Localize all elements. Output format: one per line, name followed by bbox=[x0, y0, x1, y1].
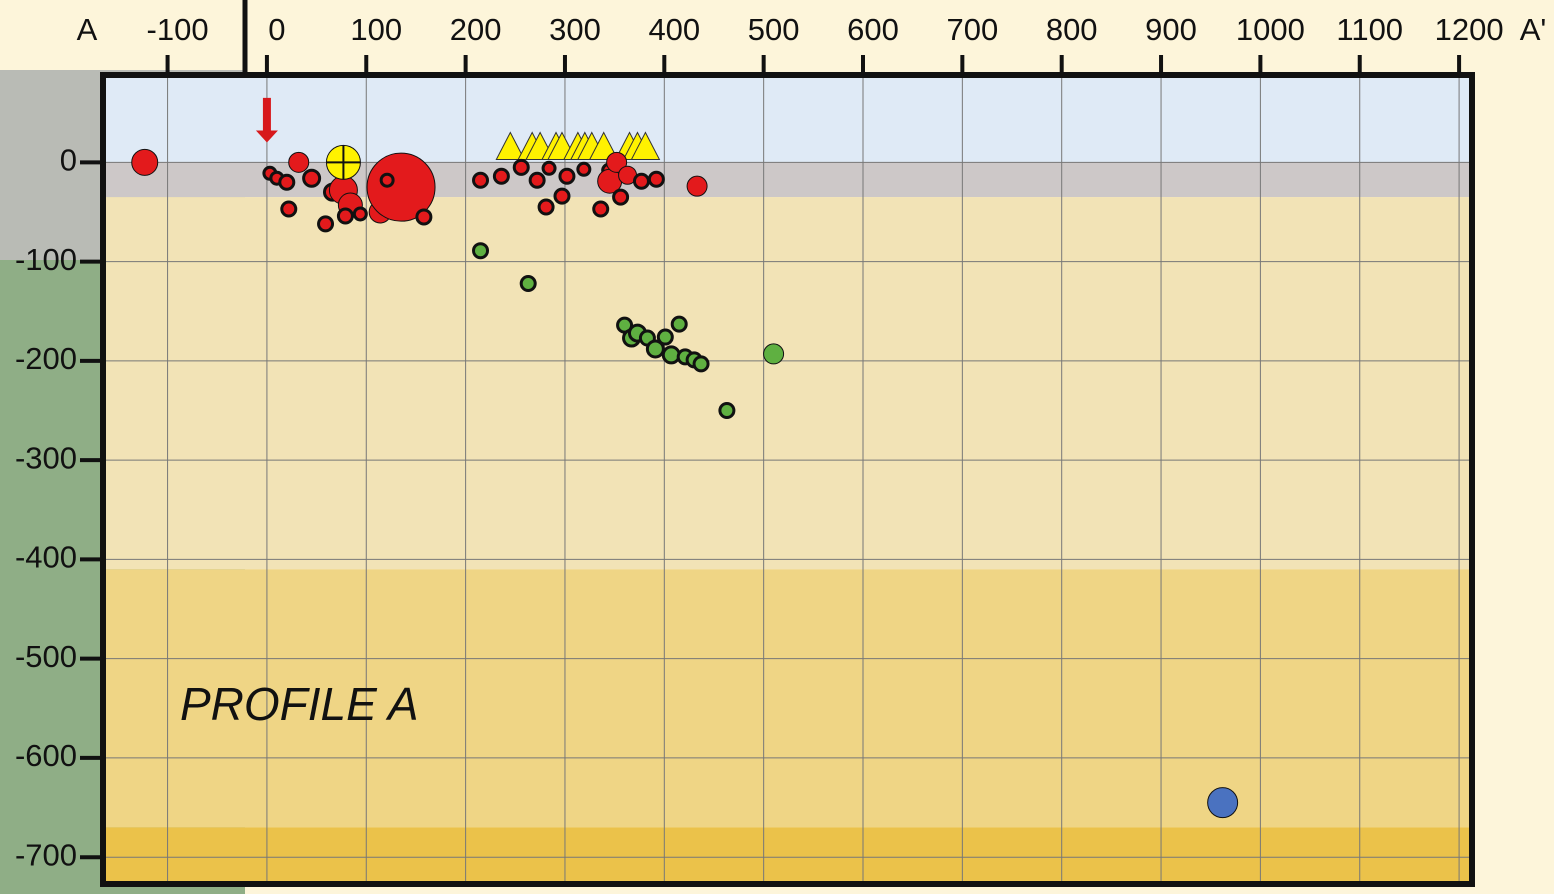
event bbox=[288, 151, 310, 173]
y-tick-label: -400 bbox=[15, 540, 77, 575]
event bbox=[519, 274, 537, 292]
event bbox=[645, 339, 665, 359]
event bbox=[632, 172, 650, 190]
event bbox=[492, 167, 510, 185]
event bbox=[379, 172, 395, 188]
end-label: A' bbox=[1520, 12, 1547, 47]
station bbox=[588, 131, 619, 160]
event bbox=[670, 315, 688, 333]
event bbox=[686, 175, 708, 197]
y-tick-label: -500 bbox=[15, 639, 77, 674]
event bbox=[302, 168, 322, 188]
event bbox=[612, 188, 630, 206]
event bbox=[541, 160, 557, 176]
event bbox=[280, 200, 298, 218]
x-tick-label: 1000 bbox=[1236, 12, 1305, 47]
event bbox=[528, 171, 546, 189]
event bbox=[131, 148, 159, 176]
x-tick-label: 800 bbox=[1046, 12, 1098, 47]
profile-title: PROFILE A bbox=[180, 678, 419, 730]
y-tick-label: -200 bbox=[15, 341, 77, 376]
y-tick-label: -300 bbox=[15, 440, 77, 475]
depth-band bbox=[103, 75, 1472, 163]
x-tick-label: 1200 bbox=[1435, 12, 1504, 47]
y-tick-label: 0 bbox=[60, 143, 77, 178]
x-tick-label: 100 bbox=[350, 12, 402, 47]
x-tick-label: 0 bbox=[268, 12, 285, 47]
x-tick-label: 700 bbox=[946, 12, 998, 47]
event bbox=[512, 158, 530, 176]
station bbox=[495, 131, 526, 160]
event bbox=[553, 187, 571, 205]
event bbox=[352, 206, 368, 222]
event bbox=[472, 171, 490, 189]
x-tick-label: 300 bbox=[549, 12, 601, 47]
event bbox=[278, 173, 296, 191]
event bbox=[576, 161, 592, 177]
event bbox=[647, 170, 665, 188]
x-tick-label: 600 bbox=[847, 12, 899, 47]
event bbox=[472, 242, 490, 260]
event bbox=[606, 151, 628, 173]
y-tick-label: -600 bbox=[15, 738, 77, 773]
y-tick-label: -100 bbox=[15, 242, 77, 277]
event bbox=[317, 215, 335, 233]
x-tick-label: 900 bbox=[1145, 12, 1197, 47]
event bbox=[366, 152, 436, 222]
x-tick-label: 1100 bbox=[1336, 12, 1403, 47]
event bbox=[537, 198, 555, 216]
plot-area: -100 0 100 200 300 400 500 600 700 800 900 1000 1100… bbox=[15, 12, 1504, 887]
plot-frame bbox=[100, 72, 1475, 887]
station bbox=[630, 131, 661, 160]
x-tick-label: 400 bbox=[648, 12, 700, 47]
event bbox=[415, 208, 433, 226]
mainshock-cross bbox=[326, 145, 361, 180]
event bbox=[592, 200, 610, 218]
depth-band bbox=[103, 569, 1472, 828]
depth-band bbox=[103, 197, 1472, 570]
event bbox=[336, 207, 354, 225]
event bbox=[763, 343, 785, 365]
map-header bbox=[0, 0, 245, 70]
y-tick-label: -700 bbox=[15, 837, 77, 872]
event bbox=[718, 402, 736, 420]
event bbox=[558, 167, 576, 185]
arrow bbox=[255, 97, 278, 143]
event bbox=[656, 328, 674, 346]
depth-band bbox=[103, 827, 1472, 884]
event bbox=[1207, 787, 1239, 819]
event bbox=[661, 345, 681, 365]
x-tick-label: 200 bbox=[450, 12, 502, 47]
start-label: A bbox=[77, 12, 98, 47]
x-tick-label: 500 bbox=[748, 12, 800, 47]
event bbox=[692, 355, 710, 373]
x-tick-label: -100 bbox=[147, 12, 209, 47]
